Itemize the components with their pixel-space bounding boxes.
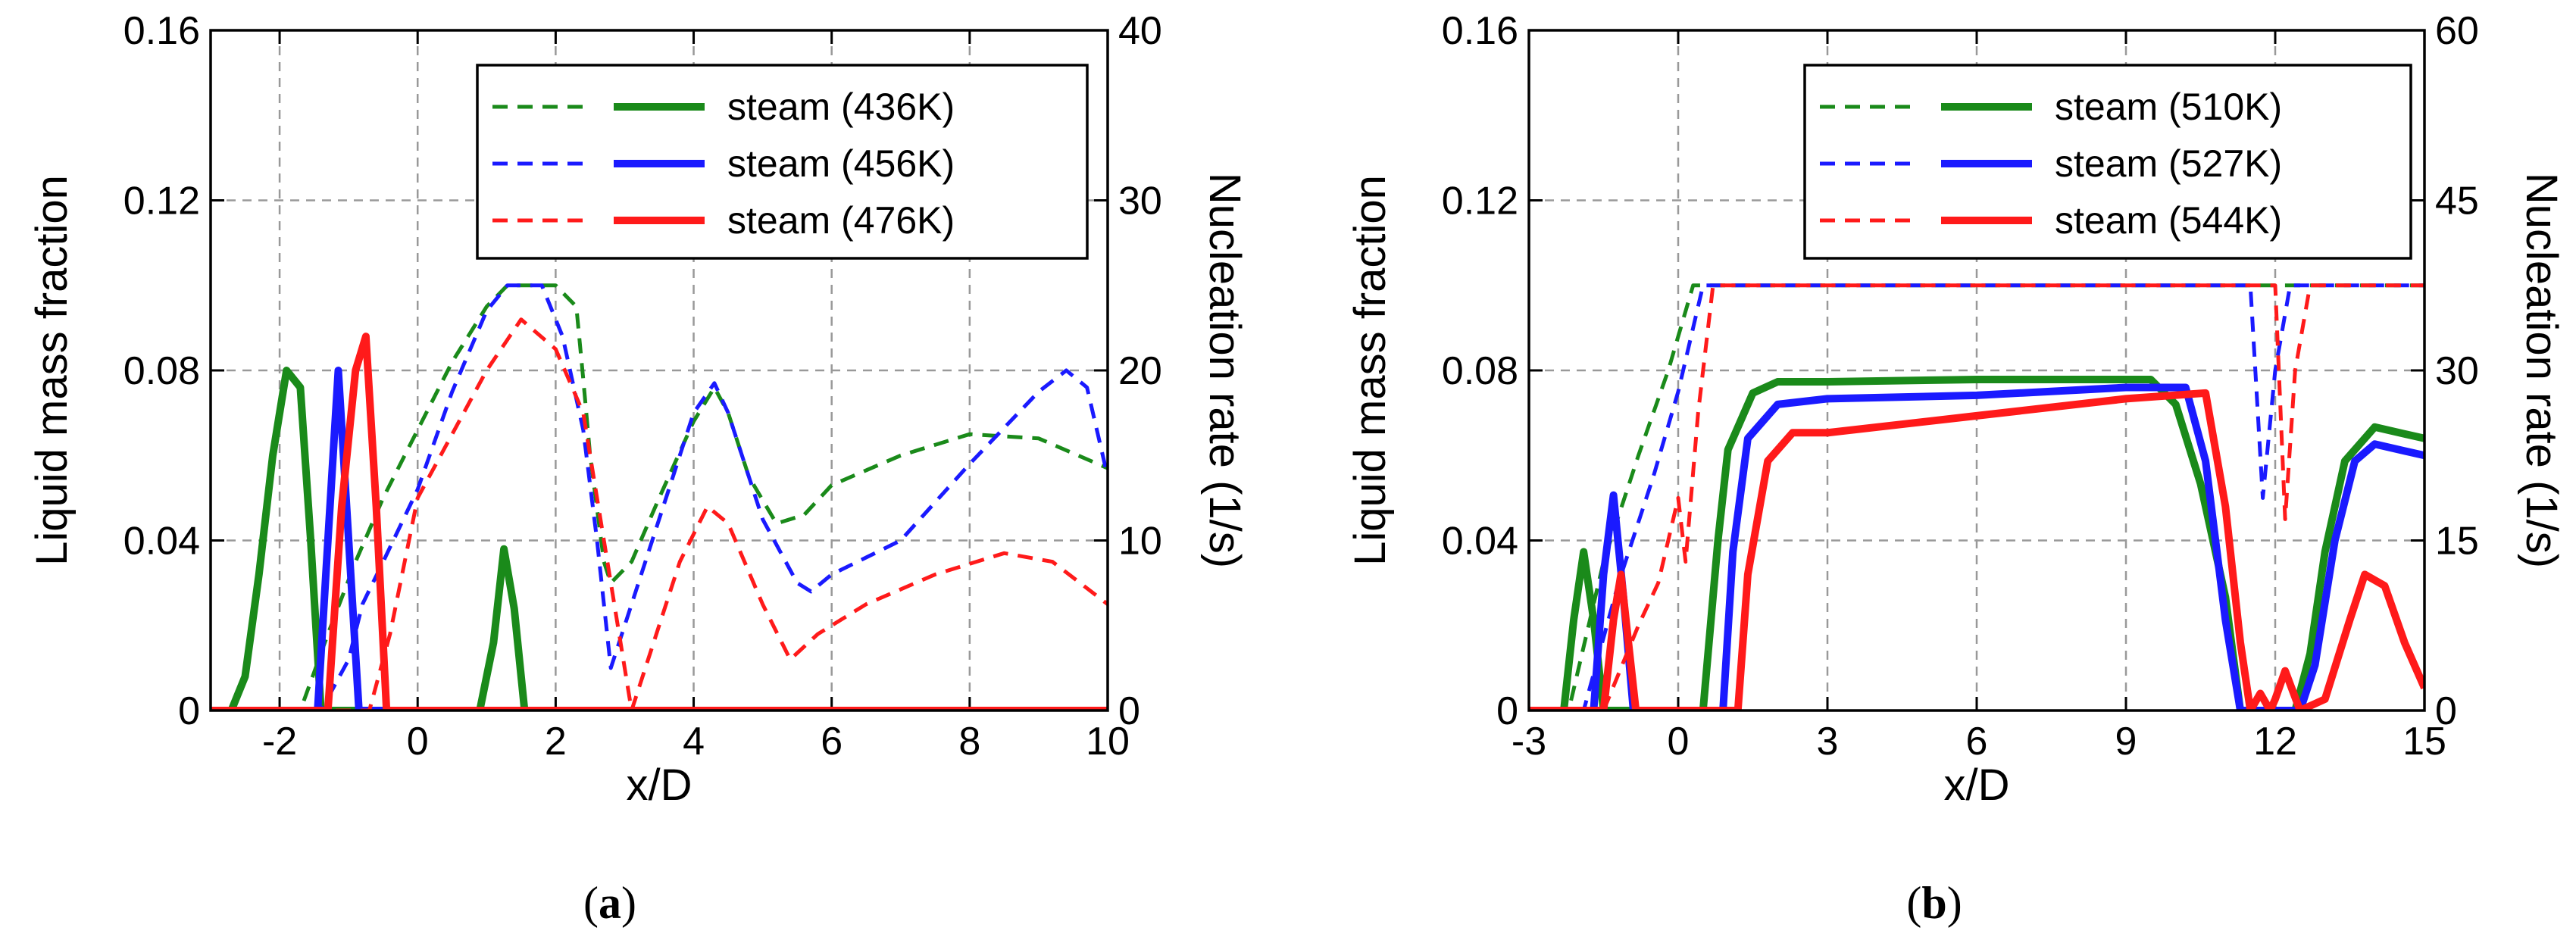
legend-label: steam (436K) xyxy=(727,86,955,128)
series-mass-fraction-line xyxy=(1529,283,2424,711)
y-tick-label-left: 0.04 xyxy=(1442,520,1518,564)
y-tick-label-left: 0.12 xyxy=(1442,180,1518,223)
series-group xyxy=(1529,283,2424,711)
series-nucleation-line xyxy=(211,367,1108,711)
x-tick-label: 6 xyxy=(1966,720,1988,764)
legend-label: steam (510K) xyxy=(2055,86,2282,128)
series-nucleation-line xyxy=(211,333,1108,711)
x-tick-label: 9 xyxy=(2115,720,2137,764)
x-tick-label: -2 xyxy=(262,720,297,764)
series-nucleation-line xyxy=(1529,376,2424,711)
caption-letter: a xyxy=(599,878,621,928)
x-axis-label: x/D xyxy=(1944,761,2010,810)
x-tick-label: 8 xyxy=(958,720,980,764)
caption-open-paren: ( xyxy=(1906,878,1921,928)
plot-frame xyxy=(209,29,1109,712)
y-tick-label-right: 20 xyxy=(1118,349,1162,393)
series-group xyxy=(211,283,1108,711)
series-mass-fraction-line xyxy=(1529,283,2424,711)
y-tick-label-right: 60 xyxy=(2435,9,2479,53)
caption-close-paren: ) xyxy=(621,878,636,928)
legend-label: steam (527K) xyxy=(2055,142,2282,185)
y-tick-label-left: 0.16 xyxy=(1442,9,1518,53)
y-tick-label-right: 0 xyxy=(2435,689,2457,733)
series-nucleation-line xyxy=(1529,383,2424,711)
y-axis-label-right: Nucleation rate (1/s) xyxy=(1200,173,1249,568)
x-tick-label: 12 xyxy=(2253,720,2297,764)
series-mass-fraction-line xyxy=(1529,283,2424,711)
x-tick-label: 0 xyxy=(407,720,429,764)
x-tick-label: 15 xyxy=(2402,720,2446,764)
y-tick-label-left: 0.16 xyxy=(123,9,200,53)
series-mass-fraction-line xyxy=(211,317,1108,711)
x-tick-label: 0 xyxy=(1668,720,1690,764)
y-tick-label-left: 0.04 xyxy=(123,520,200,564)
x-axis-label: x/D xyxy=(627,761,692,810)
y-axis-label-right: Nucleation rate (1/s) xyxy=(2517,173,2566,568)
y-tick-label-right: 30 xyxy=(2435,349,2479,393)
x-tick-label: 4 xyxy=(683,720,705,764)
y-tick-label-right: 40 xyxy=(1118,9,1162,53)
caption-letter: b xyxy=(1921,878,1946,928)
y-tick-label-left: 0.08 xyxy=(123,349,200,393)
x-tick-label: 6 xyxy=(821,720,843,764)
x-tick-label: -3 xyxy=(1512,720,1546,764)
caption-close-paren: ) xyxy=(1947,878,1962,928)
y-tick-label-right: 15 xyxy=(2435,520,2479,564)
y-tick-label-right: 0 xyxy=(1118,689,1140,733)
y-axis-label-left: Liquid mass fraction xyxy=(27,175,77,566)
caption-open-paren: ( xyxy=(583,878,599,928)
series-nucleation-line xyxy=(1529,389,2424,711)
plot-frame xyxy=(1527,29,2426,712)
chart-panel-a: -2 0 2 4 6 8 1000.040.080.120.16010203040steam… xyxy=(27,9,1249,928)
chart-panel-b: -3 0 3 6 9 12 1500.040.080.120.16015304560stea… xyxy=(1346,9,2566,928)
y-tick-label-right: 10 xyxy=(1118,520,1162,564)
y-tick-label-left: 0.12 xyxy=(123,180,200,223)
x-tick-label: 2 xyxy=(545,720,567,764)
legend-label: steam (476K) xyxy=(727,199,955,242)
y-axis-label-left: Liquid mass fraction xyxy=(1346,175,1395,566)
y-tick-label-right: 30 xyxy=(1118,180,1162,223)
series-mass-fraction-line xyxy=(211,283,1108,711)
legend-label: steam (544K) xyxy=(2055,199,2282,242)
y-tick-label-left: 0 xyxy=(1496,689,1518,733)
panel-caption: (a) xyxy=(583,878,636,928)
legend-label: steam (456K) xyxy=(727,142,955,185)
y-tick-label-left: 0.08 xyxy=(1442,349,1518,393)
y-tick-label-left: 0 xyxy=(178,689,200,733)
x-tick-label: 10 xyxy=(1086,720,1130,764)
panel-caption: (b) xyxy=(1906,878,1962,928)
x-tick-label: 3 xyxy=(1817,720,1839,764)
y-tick-label-right: 45 xyxy=(2435,180,2479,223)
series-nucleation-line xyxy=(211,367,1108,711)
